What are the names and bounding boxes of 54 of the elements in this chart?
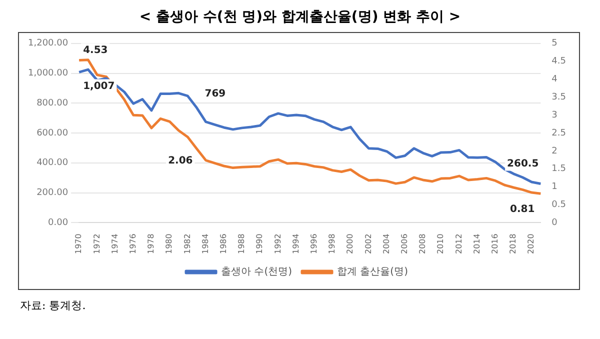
y-tick-label: 600.00: [36, 128, 68, 138]
y2-tick-label: 3.5: [552, 92, 566, 103]
legend-label: 출생아 수(천명): [221, 266, 292, 278]
x-tick-label: 1978: [146, 234, 156, 254]
x-tick-label: 1980: [164, 234, 174, 254]
x-tick-label: 1970: [74, 234, 84, 254]
data-label: 0.81: [510, 204, 535, 216]
x-tick-label: 1990: [255, 234, 264, 254]
chart-title: < 출생아 수(천 명)와 합계출산율(명) 변화 추이 >: [138, 8, 462, 26]
y2-tick-label: 2: [552, 146, 558, 156]
x-tick-label: 1992: [273, 234, 282, 254]
text: 자료: 통계청.: [20, 298, 87, 313]
x-tick-label: 1996: [309, 234, 318, 254]
y2-tick-label: 2.5: [552, 128, 566, 138]
x-tick-label: 2008: [418, 234, 428, 254]
x-tick-label: 1974: [110, 234, 120, 254]
y-tick-label: 200.00: [36, 188, 68, 198]
x-tick-label: 2000: [346, 234, 355, 254]
y-tick-label: 0.00: [48, 218, 68, 228]
x-tick-label: 1998: [328, 234, 337, 254]
x-tick-label: 2018: [508, 234, 518, 254]
y2-tick-label: 1: [552, 182, 558, 192]
y2-tick-label: 3: [552, 110, 558, 120]
y-tick-label: 1,000.00: [28, 68, 68, 79]
x-tick-label: 2012: [454, 234, 464, 254]
data-label: 1,007: [83, 80, 115, 92]
data-label: 769: [204, 88, 226, 100]
y-tick-label: 400.00: [36, 158, 68, 168]
data-label: 4.53: [83, 44, 108, 56]
legend-label: 합계 출산율(명): [337, 266, 408, 278]
y-tick-label: 800.00: [36, 98, 68, 108]
y2-tick-label: 1.5: [552, 164, 566, 174]
x-tick-label: 2016: [490, 234, 500, 254]
x-tick-label: 1994: [291, 234, 300, 254]
y2-tick-label: 0: [552, 218, 558, 228]
x-tick-label: 2014: [472, 234, 482, 254]
x-tick-label: 1986: [218, 234, 228, 254]
x-tick-label: 1972: [92, 234, 102, 254]
data-label: 260.5: [507, 158, 539, 170]
x-tick-label: 2020: [526, 234, 536, 254]
data-label: 2.06: [168, 155, 193, 166]
x-tick-label: 2006: [400, 234, 409, 254]
x-tick-label: 2010: [436, 234, 446, 254]
y2-tick-label: 4.5: [552, 56, 566, 67]
y2-tick-label: 5: [552, 38, 558, 49]
x-tick-label: 1984: [200, 234, 210, 254]
x-tick-label: 1982: [182, 234, 192, 254]
y2-tick-label: 0.5: [552, 200, 566, 210]
x-tick-label: 2004: [382, 234, 391, 254]
x-tick-label: 1976: [128, 234, 138, 254]
y-tick-label: 1,200.00: [28, 38, 68, 49]
y2-tick-label: 4: [552, 74, 558, 85]
x-tick-label: 2002: [364, 234, 373, 254]
x-tick-label: 1988: [237, 234, 246, 254]
